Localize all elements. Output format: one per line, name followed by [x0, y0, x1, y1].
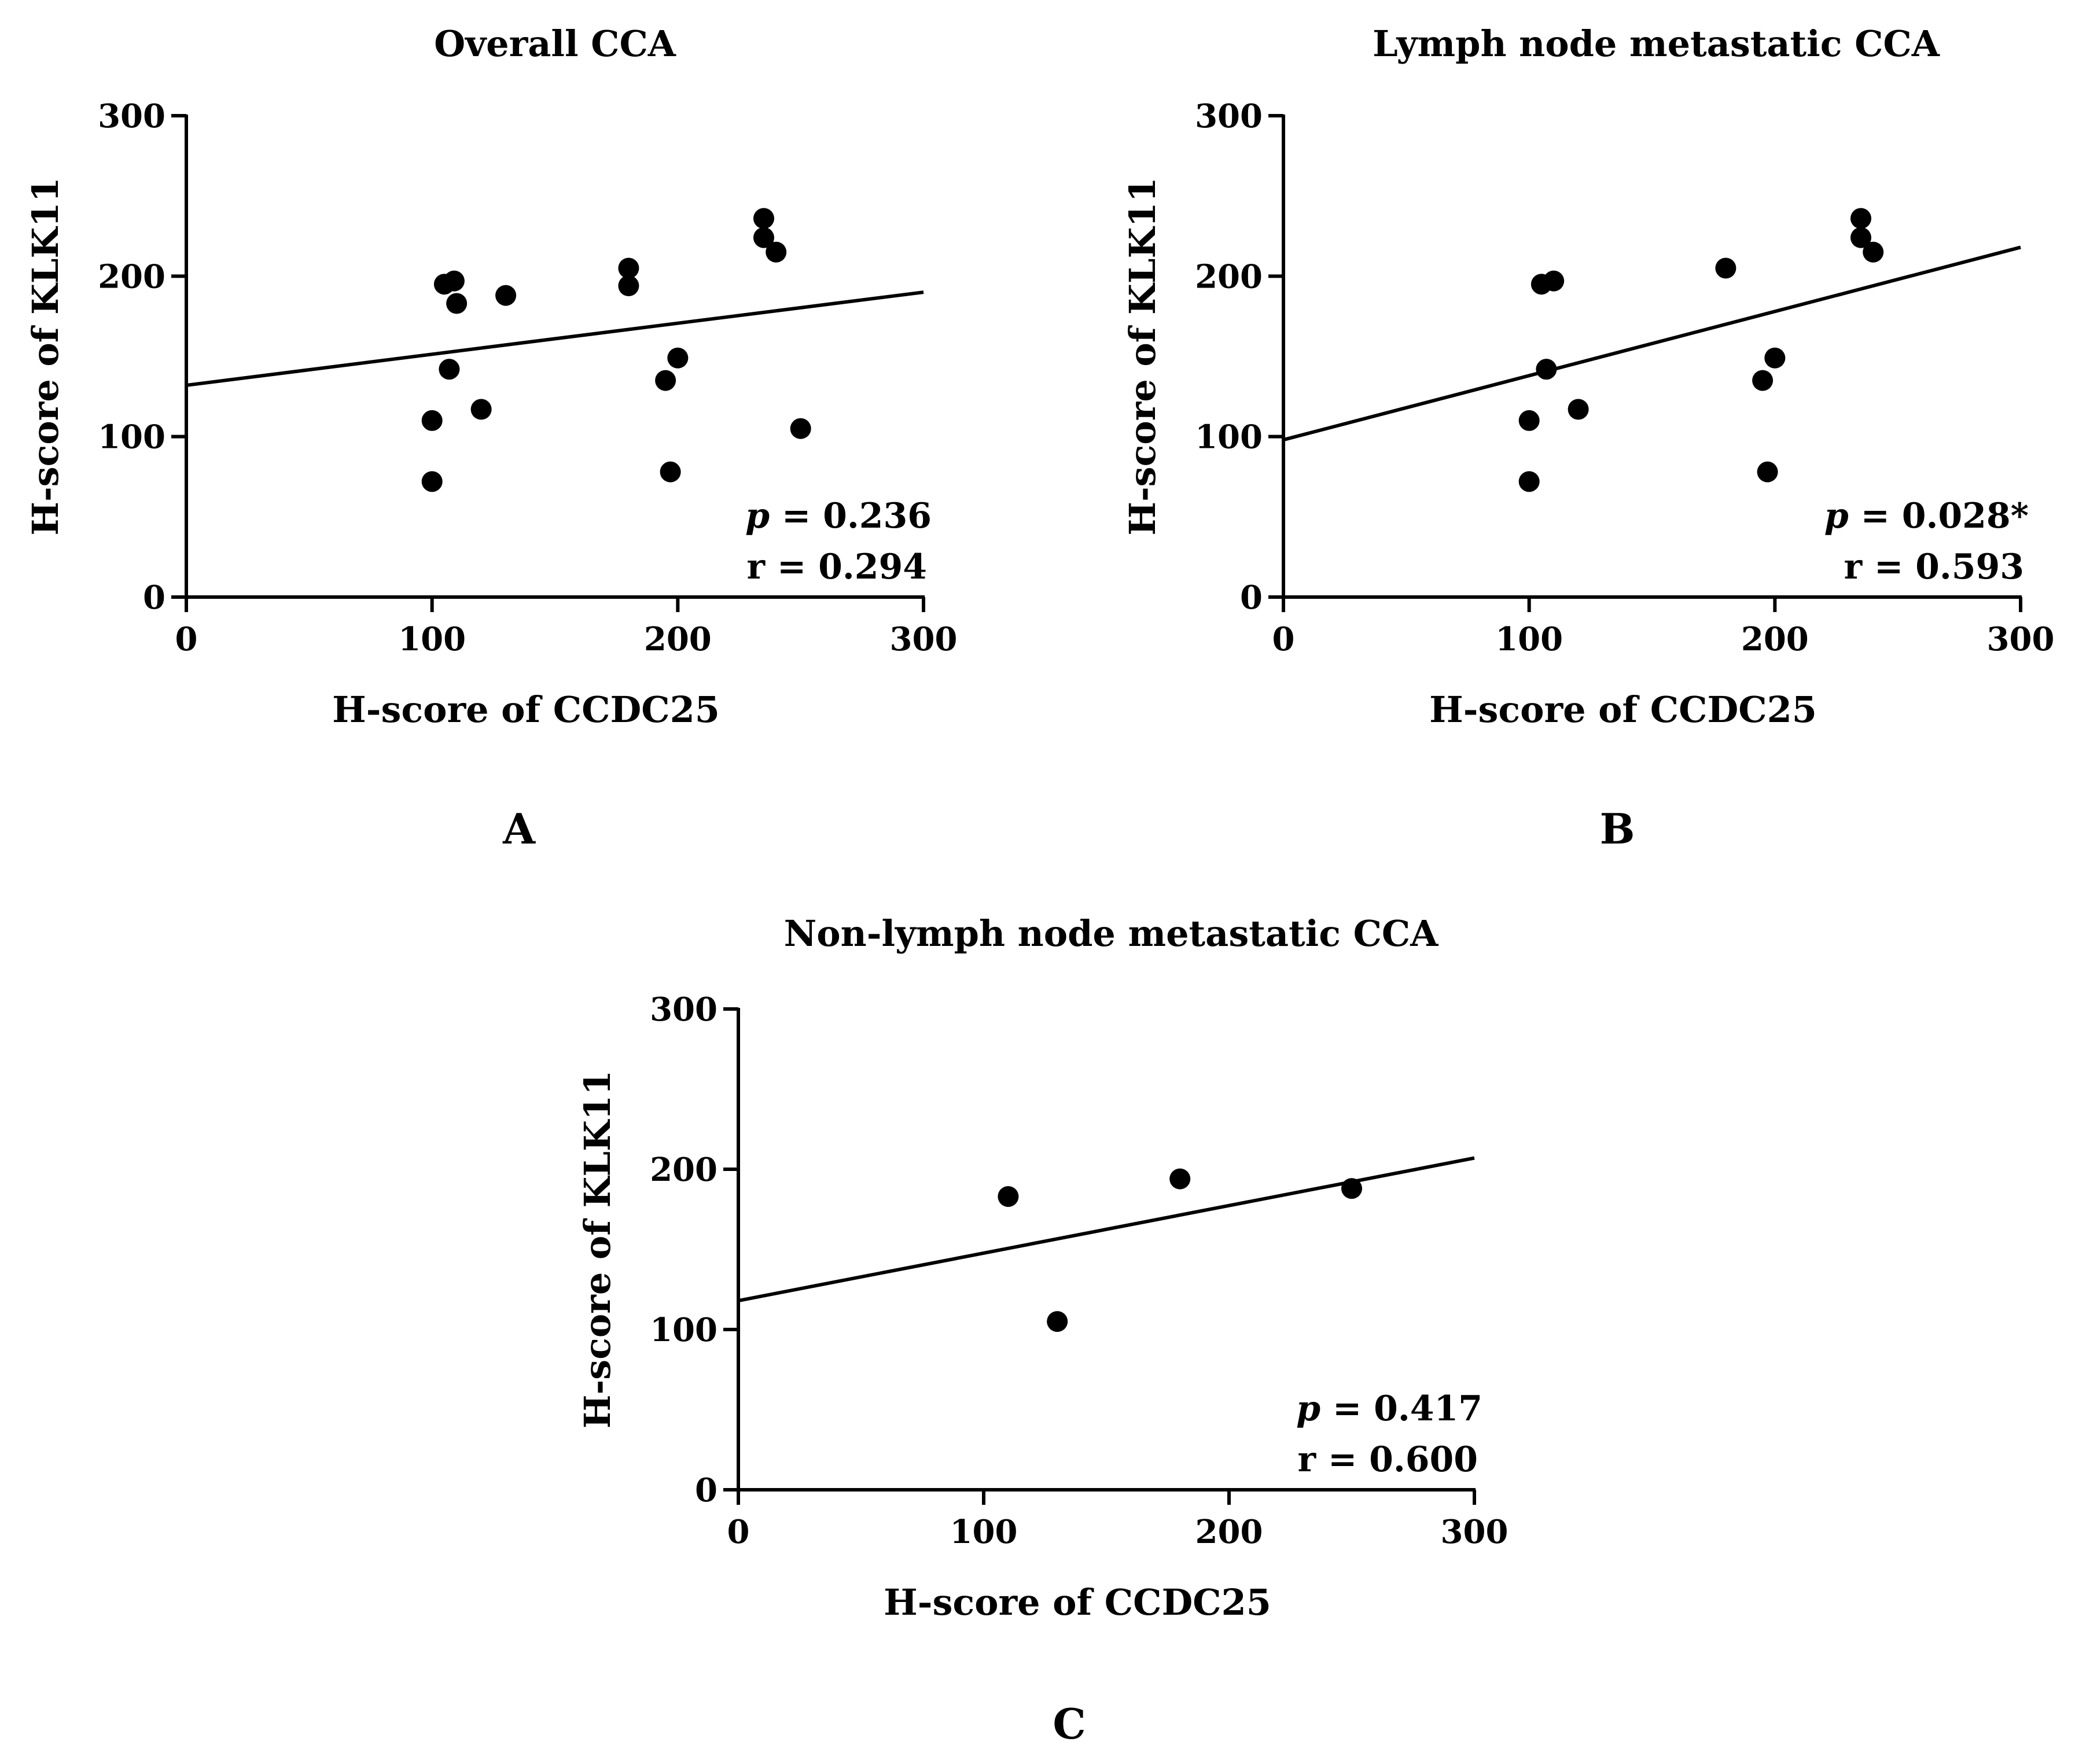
data-point [446, 293, 468, 314]
r-value-annotation: r = 0.294 [746, 547, 927, 587]
panel-letter: C [1053, 1699, 1086, 1748]
data-point [1169, 1168, 1191, 1189]
x-tick-label: 0 [727, 1513, 750, 1551]
regression-line [738, 1156, 1475, 1303]
data-point [421, 471, 443, 492]
data-point [1850, 208, 1871, 229]
chart-panel-a: Overall CCA 0 100 200 300 0 100 200 300 H-score o… [24, 23, 957, 853]
x-axis-label: H-score of CCDC25 [1429, 688, 1817, 731]
y-tick-label: 0 [1240, 579, 1263, 617]
data-point [1752, 370, 1774, 391]
p-value-text: = 0.236 [770, 496, 932, 536]
r-value-annotation: r = 0.600 [1297, 1439, 1478, 1480]
x-tick-label: 200 [644, 620, 712, 658]
data-point [618, 275, 639, 296]
y-tick-label: 100 [1195, 418, 1263, 456]
x-axis-label: H-score of CCDC25 [332, 688, 720, 731]
data-point [753, 227, 774, 248]
p-value-annotation: p = 0.417 [1296, 1389, 1482, 1429]
data-point [618, 257, 639, 279]
x-tick-label: 300 [1987, 620, 2055, 658]
p-value-text: = 0.028* [1849, 496, 2029, 536]
data-point [655, 370, 676, 391]
x-tick-label: 200 [1195, 1513, 1263, 1551]
data-point [1543, 270, 1565, 292]
data-point [1863, 241, 1884, 263]
data-point [1518, 471, 1540, 492]
x-axis-label: H-score of CCDC25 [884, 1581, 1271, 1623]
data-point [495, 285, 517, 306]
p-value-text: = 0.417 [1320, 1389, 1482, 1429]
data-point [421, 410, 443, 431]
y-tick-label: 100 [98, 418, 165, 456]
p-value-annotation: p = 0.236 [745, 496, 932, 536]
x-tick-label: 0 [175, 620, 198, 658]
data-point [998, 1186, 1019, 1207]
y-tick-label: 200 [650, 1151, 718, 1189]
regression-line [186, 290, 924, 387]
x-tick-label: 100 [950, 1513, 1018, 1551]
y-tick-label: 300 [98, 97, 165, 135]
r-value-annotation: r = 0.593 [1844, 547, 2024, 587]
x-tick-label: 0 [1272, 620, 1295, 658]
x-tick-label: 100 [1495, 620, 1563, 658]
y-tick-label: 300 [1195, 97, 1263, 135]
y-axis-label: H-score of KLK11 [24, 177, 67, 535]
panel-letter: A [502, 804, 536, 853]
p-symbol: p [1296, 1389, 1320, 1429]
panel-letter: B [1600, 804, 1635, 853]
y-tick-label: 100 [650, 1311, 718, 1349]
y-axis-label: H-score of KLK11 [576, 1070, 619, 1428]
p-symbol: p [745, 496, 770, 536]
y-tick-label: 0 [695, 1471, 718, 1509]
x-tick-label: 100 [398, 620, 466, 658]
x-tick-label: 300 [890, 620, 958, 658]
x-tick-label: 200 [1741, 620, 1809, 658]
p-symbol: p [1824, 496, 1849, 536]
data-point [439, 359, 460, 380]
y-tick-label: 0 [143, 579, 165, 617]
chart-panel-c: Non-lymph node metastatic CCA 0 100 200 300 0… [576, 912, 1508, 1748]
data-point [1568, 399, 1589, 420]
data-point [1341, 1178, 1362, 1199]
data-point [1757, 461, 1778, 483]
y-tick-label: 200 [98, 257, 165, 296]
y-axis-label: H-score of KLK11 [1121, 177, 1164, 535]
data-point [1047, 1311, 1068, 1332]
data-point [753, 208, 774, 229]
data-point [1715, 257, 1736, 279]
y-tick-label: 200 [1195, 257, 1263, 296]
data-point [1536, 359, 1557, 380]
chart-title: Lymph node metastatic CCA [1373, 23, 1940, 65]
chart-title: Non-lymph node metastatic CCA [784, 912, 1439, 955]
data-point [470, 399, 492, 420]
data-point [1518, 410, 1540, 431]
data-point [660, 461, 681, 483]
chart-title: Overall CCA [434, 23, 676, 65]
chart-panel-b: Lymph node metastatic CCA 0 100 200 300 0 100 2… [1121, 23, 2054, 853]
data-point [766, 241, 787, 263]
data-point [1764, 347, 1786, 369]
data-point [667, 347, 689, 369]
y-tick-label: 300 [650, 990, 718, 1029]
x-tick-label: 300 [1441, 1513, 1509, 1551]
data-point [443, 270, 465, 292]
data-point [1850, 227, 1871, 248]
data-point [790, 418, 811, 439]
panels: Overall CCA 0 100 200 300 0 100 200 300 H-score o… [24, 23, 2054, 1748]
regression-line [1283, 245, 2021, 442]
p-value-annotation: p = 0.028* [1824, 496, 2029, 536]
